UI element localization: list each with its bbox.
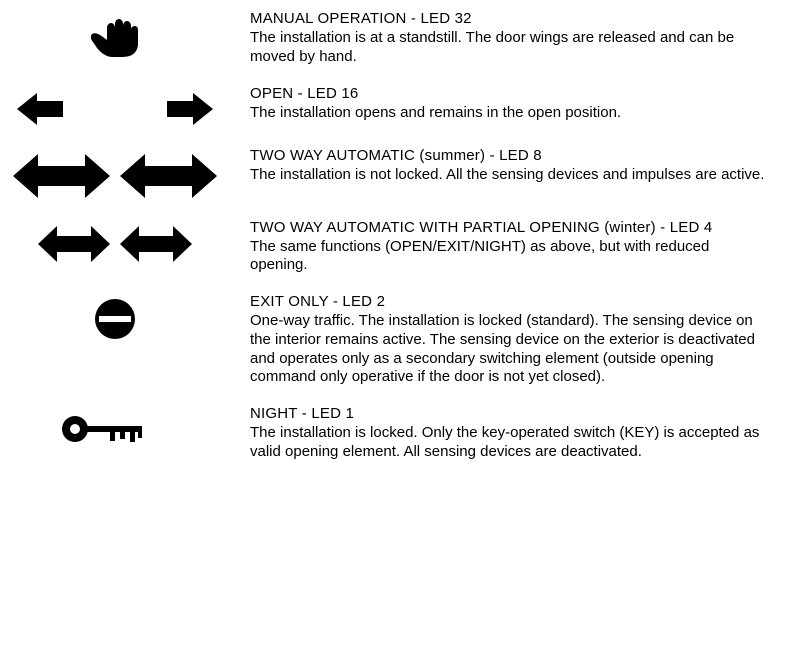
twoway-large-arrows-icon: [10, 151, 220, 201]
mode-title: TWO WAY AUTOMATIC WITH PARTIAL OPENING (…: [250, 219, 770, 236]
icon-cell: [10, 293, 220, 341]
mode-title: TWO WAY AUTOMATIC (summer) - LED 8: [250, 147, 770, 164]
mode-desc: The installation is at a standstill. The…: [250, 29, 770, 67]
twoway-small-arrows-icon: [35, 223, 195, 265]
open-arrows-icon: [15, 89, 215, 129]
icon-cell: [10, 85, 220, 129]
mode-title: EXIT ONLY - LED 2: [250, 293, 770, 310]
icon-cell: [10, 405, 220, 449]
mode-desc: The installation opens and remains in th…: [250, 104, 770, 123]
mode-row-exit-only: EXIT ONLY - LED 2 One-way traffic. The i…: [10, 293, 780, 387]
no-entry-icon: [93, 297, 137, 341]
mode-desc: The installation is not locked. All the …: [250, 166, 770, 185]
icon-cell: [10, 10, 220, 59]
text-cell: NIGHT - LED 1 The installation is locked…: [220, 405, 780, 462]
text-cell: TWO WAY AUTOMATIC WITH PARTIAL OPENING (…: [220, 219, 780, 276]
icon-cell: [10, 219, 220, 265]
mode-title: OPEN - LED 16: [250, 85, 770, 102]
text-cell: TWO WAY AUTOMATIC (summer) - LED 8 The i…: [220, 147, 780, 185]
mode-desc: The same functions (OPEN/EXIT/NIGHT) as …: [250, 238, 770, 276]
mode-row-open: OPEN - LED 16 The installation opens and…: [10, 85, 780, 129]
key-icon: [60, 409, 150, 449]
text-cell: MANUAL OPERATION - LED 32 The installati…: [220, 10, 780, 67]
icon-cell: [10, 147, 220, 201]
mode-row-night: NIGHT - LED 1 The installation is locked…: [10, 405, 780, 462]
mode-row-manual: MANUAL OPERATION - LED 32 The installati…: [10, 10, 780, 67]
mode-desc: One-way traffic. The installation is loc…: [250, 312, 770, 387]
text-cell: OPEN - LED 16 The installation opens and…: [220, 85, 780, 123]
mode-row-twoway-winter: TWO WAY AUTOMATIC WITH PARTIAL OPENING (…: [10, 219, 780, 276]
mode-title: NIGHT - LED 1: [250, 405, 770, 422]
text-cell: EXIT ONLY - LED 2 One-way traffic. The i…: [220, 293, 780, 387]
mode-row-twoway-summer: TWO WAY AUTOMATIC (summer) - LED 8 The i…: [10, 147, 780, 201]
hand-icon: [85, 14, 145, 59]
mode-desc: The installation is locked. Only the key…: [250, 424, 770, 462]
mode-title: MANUAL OPERATION - LED 32: [250, 10, 770, 27]
